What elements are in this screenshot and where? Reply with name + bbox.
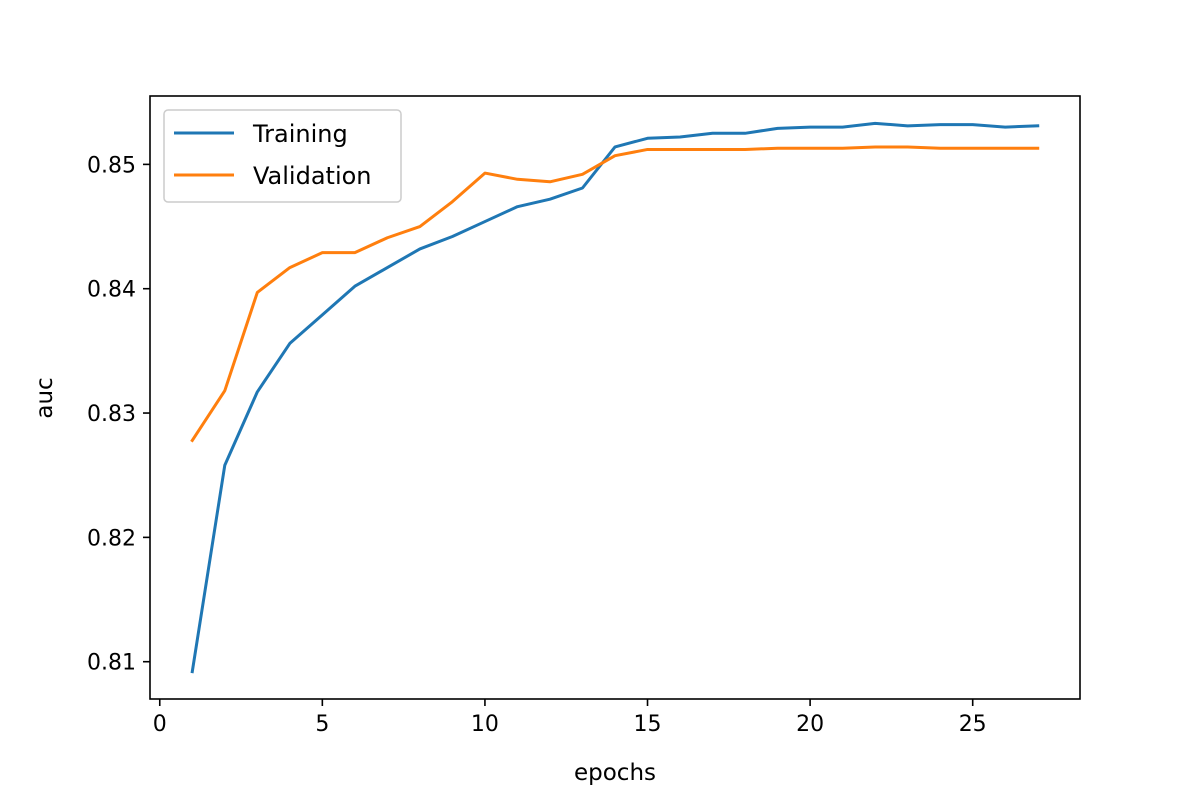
y-tick-label: 0.83 xyxy=(87,402,136,427)
legend-label-validation: Validation xyxy=(253,162,372,190)
legend: Training Validation xyxy=(163,109,402,203)
x-tick-label: 0 xyxy=(153,712,167,737)
y-axis-label: auc xyxy=(32,377,58,418)
y-tick-label: 0.85 xyxy=(87,153,136,178)
legend-label-training: Training xyxy=(252,120,348,148)
plot-frame xyxy=(149,95,1081,700)
y-tick-label: 0.84 xyxy=(87,278,136,303)
x-axis-label: epochs xyxy=(574,760,656,786)
y-tick-label: 0.82 xyxy=(87,526,136,551)
series-line-training xyxy=(190,121,1040,674)
x-tick-label: 20 xyxy=(796,712,824,737)
y-axis-ticks: 0.81 0.82 0.83 0.84 0.85 xyxy=(87,153,150,676)
x-tick-label: 15 xyxy=(634,712,662,737)
x-tick-label: 10 xyxy=(471,712,499,737)
x-tick-label: 5 xyxy=(315,712,329,737)
y-tick-label: 0.81 xyxy=(87,651,136,676)
series-lines xyxy=(190,121,1040,674)
x-axis-ticks: 0 5 10 15 20 25 xyxy=(153,699,987,737)
x-tick-label: 25 xyxy=(959,712,987,737)
series-line-validation xyxy=(190,145,1040,443)
